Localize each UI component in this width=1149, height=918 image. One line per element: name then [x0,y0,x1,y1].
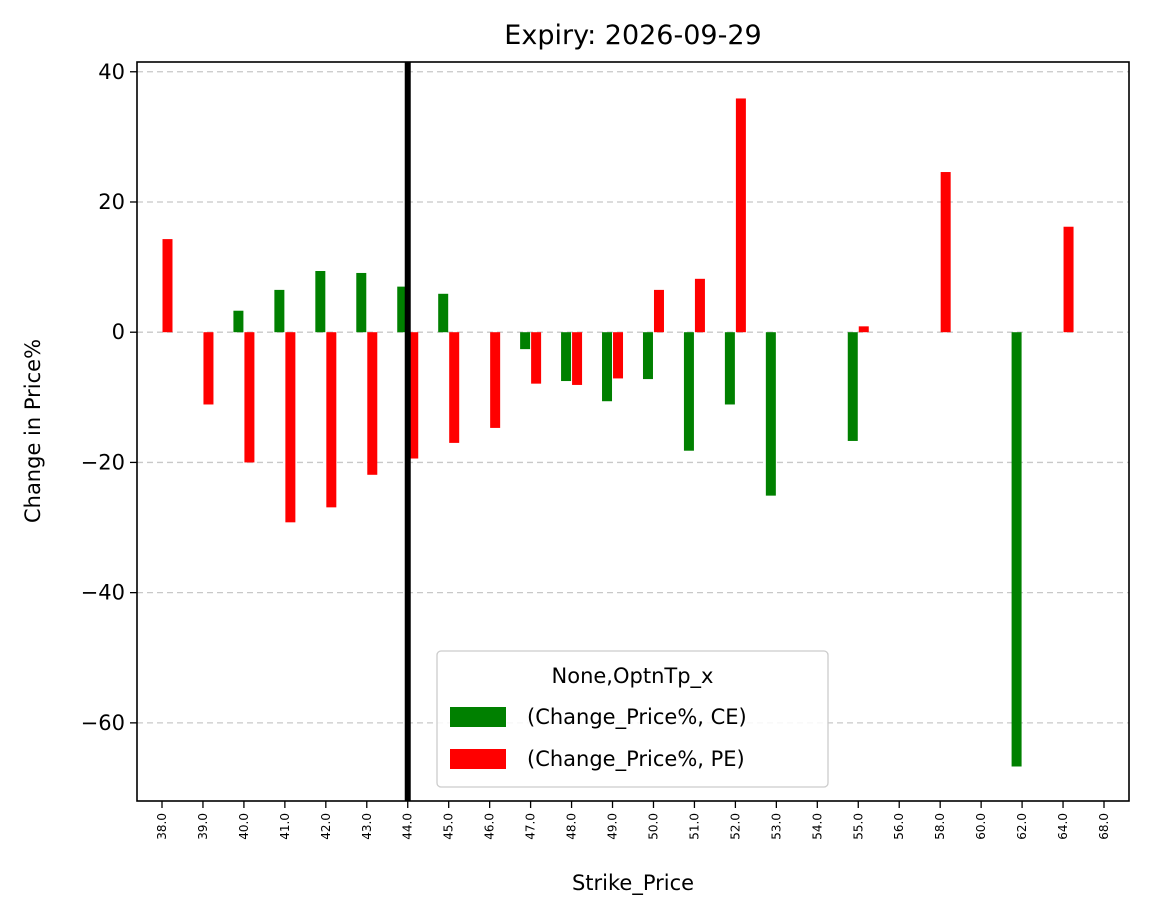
x-tick-label: 47.0 [524,813,538,840]
bars [162,98,1074,767]
bar-pe-48.0 [572,332,583,385]
x-tick-label: 43.0 [360,813,374,840]
x-tick-label: 54.0 [810,813,824,840]
x-tick-label: 46.0 [483,813,497,840]
x-axis-label: Strike_Price [572,871,694,896]
bar-ce-47.0 [520,332,531,350]
bar-pe-38.0 [162,239,173,333]
bar-ce-53.0 [765,332,776,496]
x-tick-label: 44.0 [401,813,415,840]
y-tick-label: −60 [81,711,125,735]
bar-ce-52.0 [724,332,735,405]
x-tick-label: 42.0 [319,813,333,840]
y-tick-label: 20 [98,190,125,214]
bar-ce-62.0 [1011,332,1022,767]
bar-ce-49.0 [602,332,613,402]
chart-title: Expiry: 2026-09-29 [504,20,761,51]
bar-ce-45.0 [438,293,449,333]
bar-pe-55.0 [858,326,869,333]
x-tick-label: 39.0 [196,813,210,840]
x-tick-label: 68.0 [1097,813,1111,840]
x-tick-label: 55.0 [851,813,865,840]
bar-pe-46.0 [490,332,501,428]
y-axis: 40 20 0 −20 −40 −60 [81,60,137,735]
bar-pe-41.0 [285,332,296,523]
legend-label-ce: (Change_Price%, CE) [527,705,747,730]
plot-frame [136,61,1130,802]
bar-pe-39.0 [203,332,214,405]
y-tick-label: −20 [81,450,125,474]
y-tick-label: 0 [112,320,125,344]
bar-pe-50.0 [653,289,664,333]
bar-pe-47.0 [531,332,542,384]
bar-ce-40.0 [233,310,244,333]
bar-pe-49.0 [613,332,624,379]
bar-ce-44.0 [397,286,408,333]
bar-pe-45.0 [449,332,460,443]
legend-swatch-pe [450,749,506,769]
bar-pe-40.0 [244,332,255,463]
x-tick-label: 51.0 [687,813,701,840]
x-tick-label: 58.0 [933,813,947,840]
bar-ce-43.0 [356,272,367,333]
x-tick-label: 62.0 [1015,813,1029,840]
bar-ce-41.0 [274,289,285,333]
bar-ce-55.0 [847,332,858,441]
bar-pe-64.0 [1063,226,1074,333]
bar-pe-43.0 [367,332,378,475]
bar-pe-58.0 [940,172,951,333]
legend: None,OptnTp_x (Change_Price%, CE) (Change_… [436,650,829,788]
bar-ce-48.0 [561,332,572,382]
x-tick-label: 45.0 [442,813,456,840]
bar-pe-51.0 [694,278,705,333]
x-tick-label: 64.0 [1056,813,1070,840]
bar-ce-50.0 [642,332,653,380]
x-tick-label: 38.0 [155,813,169,840]
y-tick-label: −40 [81,581,125,605]
legend-label-pe: (Change_Price%, PE) [527,747,745,772]
bar-pe-42.0 [326,332,337,508]
legend-box [436,650,829,788]
x-tick-label: 50.0 [646,813,660,840]
legend-title: None,OptnTp_x [552,664,714,689]
legend-swatch-ce [450,707,506,727]
x-tick-label: 53.0 [769,813,783,840]
x-axis: 38.0 39.0 40.0 41.0 42.0 43.0 44.0 45.0 46.0 47.0… [155,801,1111,840]
bar-pe-44.0 [408,332,419,459]
bar-pe-52.0 [735,98,746,333]
x-tick-label: 60.0 [974,813,988,840]
bar-ce-51.0 [683,332,694,451]
x-tick-label: 41.0 [278,813,292,840]
bar-ce-42.0 [315,271,326,333]
y-axis-label: Change in Price% [21,339,45,523]
x-tick-label: 56.0 [892,813,906,840]
x-tick-label: 49.0 [606,813,620,840]
y-tick-label: 40 [98,60,125,84]
x-tick-label: 40.0 [237,813,251,840]
grid [137,71,1129,724]
x-tick-label: 52.0 [728,813,742,840]
x-tick-label: 48.0 [565,813,579,840]
